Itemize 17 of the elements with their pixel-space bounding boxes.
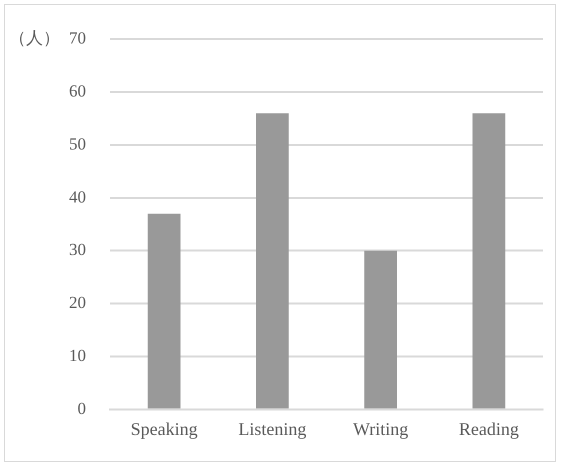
y-tick-label: 70 <box>69 28 86 48</box>
y-tick-label: 30 <box>69 240 86 260</box>
bar <box>148 214 180 408</box>
bar <box>364 250 397 408</box>
y-tick-label: 60 <box>69 82 86 101</box>
y-tick-label: 10 <box>69 346 86 365</box>
bar <box>256 113 289 408</box>
x-tick-label: Listening <box>238 418 306 439</box>
x-tick-label: Reading <box>458 418 519 439</box>
x-tick-label: Speaking <box>130 418 198 439</box>
y-tick-label: 0 <box>78 398 86 418</box>
y-tick-label: 40 <box>69 187 86 206</box>
y-tick-label: 50 <box>69 134 86 154</box>
x-tick-label: Writing <box>352 418 408 439</box>
y-tick-label: 20 <box>69 293 86 312</box>
bar <box>472 113 506 408</box>
y-axis-title: （人） <box>9 28 60 48</box>
